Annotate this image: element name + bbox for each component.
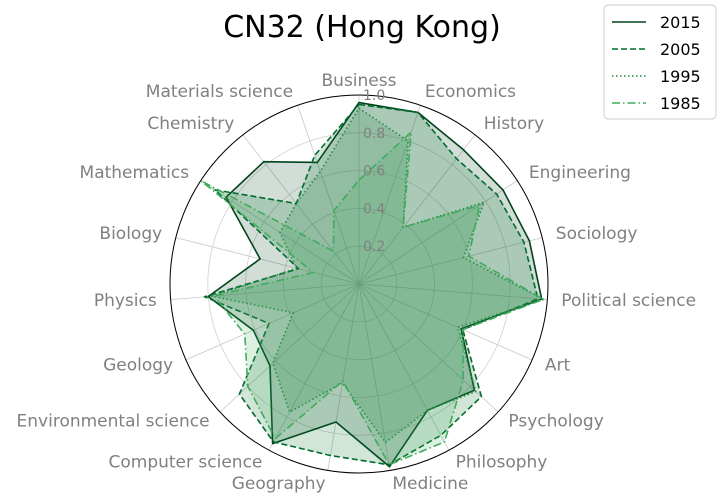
spoke-gridline xyxy=(358,105,421,285)
category-label: Philosophy xyxy=(456,453,548,473)
legend-label: 2015 xyxy=(660,13,701,32)
category-label: History xyxy=(484,114,544,134)
radar-grid xyxy=(169,94,549,474)
radial-tick-label: 1.0 xyxy=(363,88,385,104)
spoke-gridline xyxy=(358,283,533,361)
spoke-gridline xyxy=(175,237,360,285)
radial-tick-label: 0.4 xyxy=(363,201,385,217)
legend-label: 1995 xyxy=(660,67,701,86)
spoke-gridline xyxy=(185,283,360,361)
legend-item-2015[interactable]: 2015 xyxy=(612,13,701,32)
category-label: Environmental science xyxy=(17,412,210,432)
radial-tick-label: 0.8 xyxy=(363,126,385,142)
category-label: Computer science xyxy=(109,453,263,473)
spoke-gridline xyxy=(358,180,518,285)
series-2005 xyxy=(203,103,539,466)
category-label: Engineering xyxy=(529,163,631,183)
category-label: Psychology xyxy=(508,412,603,432)
category-label: Business xyxy=(322,71,397,91)
legend-box xyxy=(603,4,717,120)
legend[interactable]: 2015 2005 1995 1985 xyxy=(603,4,717,120)
series-area xyxy=(204,104,538,465)
legend-label: 1985 xyxy=(660,94,701,113)
category-label: Chemistry xyxy=(147,114,234,134)
category-label: Mathematics xyxy=(80,163,190,183)
category-label: Political science xyxy=(561,291,696,311)
series-1995 xyxy=(211,107,545,444)
radial-tick-labels: 0.2 0.4 0.6 0.8 1.0 xyxy=(363,88,385,255)
legend-item-2005[interactable]: 2005 xyxy=(612,40,701,59)
spoke-gridline xyxy=(358,283,548,301)
category-label: Biology xyxy=(99,224,162,244)
spoke-gridline xyxy=(242,134,360,285)
category-label: Physics xyxy=(94,291,157,311)
spoke-gridline xyxy=(358,283,391,471)
series-2015 xyxy=(207,101,543,468)
radial-tick-label: 0.6 xyxy=(363,164,385,180)
category-label: Economics xyxy=(425,82,516,102)
radar-series xyxy=(200,101,545,468)
spoke-gridline xyxy=(358,237,543,285)
spoke-gridline xyxy=(297,105,360,285)
series-line xyxy=(200,131,545,466)
category-label: Materials science xyxy=(146,82,293,102)
series-line xyxy=(203,103,539,466)
spoke-gridline xyxy=(170,283,360,301)
spoke-gridline xyxy=(268,283,360,451)
series-line xyxy=(207,101,543,468)
spoke-gridline xyxy=(327,283,360,471)
category-label: Sociology xyxy=(556,224,638,244)
series-1985 xyxy=(200,131,545,466)
legend-item-1985[interactable]: 1985 xyxy=(612,94,701,113)
spoke-gridline xyxy=(358,134,476,285)
category-label: Art xyxy=(545,356,571,376)
outer-frame xyxy=(169,94,549,474)
chart-title: CN32 (Hong Kong) xyxy=(223,10,501,45)
legend-item-1995[interactable]: 1995 xyxy=(612,67,701,86)
series-line xyxy=(211,107,545,444)
category-labels: Business Economics History Engineering Socio… xyxy=(17,71,697,494)
series-area xyxy=(208,102,542,467)
spoke-gridline xyxy=(219,283,360,413)
legend-label: 2005 xyxy=(660,40,701,59)
spoke-gridline xyxy=(358,283,450,451)
category-label: Medicine xyxy=(392,474,468,494)
radial-tick-label: 0.2 xyxy=(363,239,385,255)
series-area xyxy=(212,108,544,443)
category-label: Geography xyxy=(232,474,326,494)
series-area xyxy=(200,132,544,465)
category-label: Geology xyxy=(103,356,173,376)
